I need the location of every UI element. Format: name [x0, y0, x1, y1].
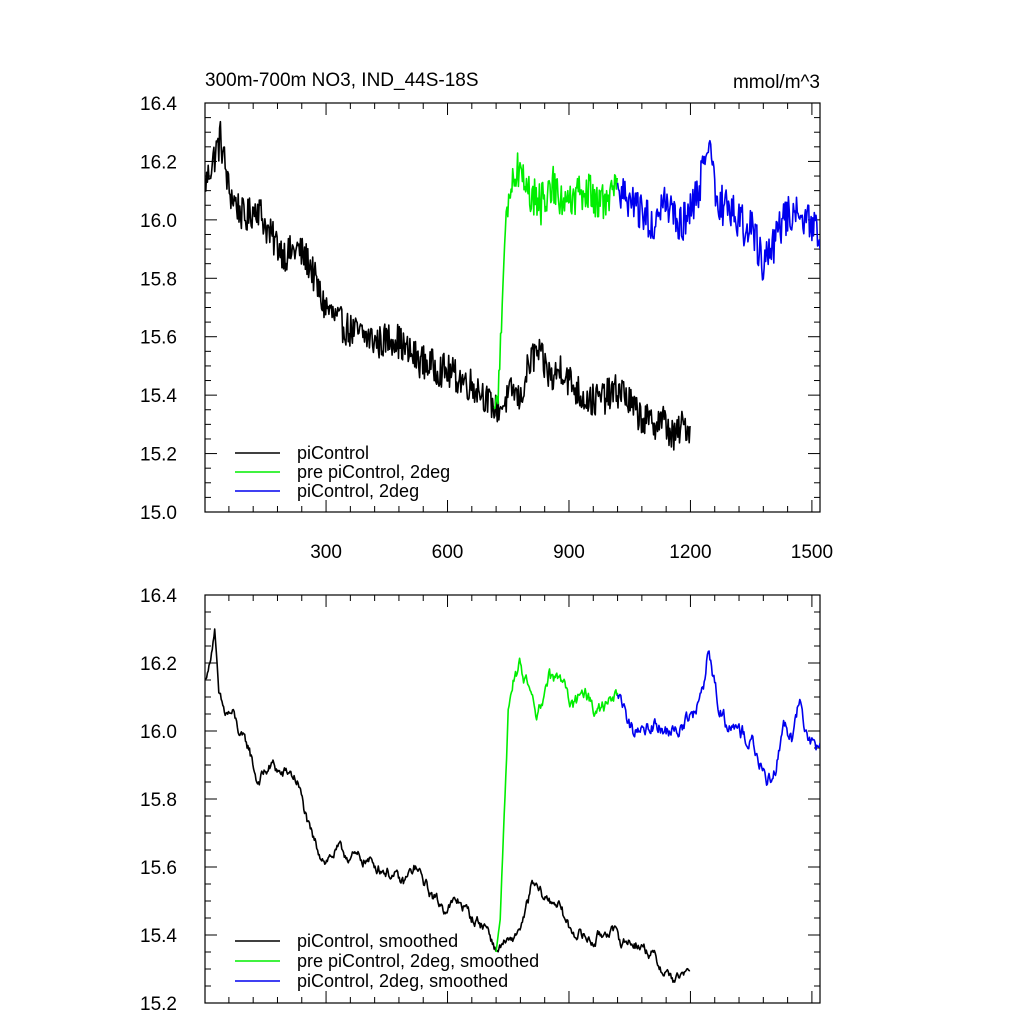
top-panel: 300m-700m NO3, IND_44S-18S mmol/m^3 15.0…	[140, 70, 833, 563]
y-tick-label: 15.2	[140, 994, 177, 1015]
y-tick-label: 16.2	[140, 152, 177, 173]
y-tick-label: 15.2	[140, 445, 177, 466]
y-tick-label: 16.4	[140, 586, 177, 607]
chart-units: mmol/m^3	[733, 72, 820, 93]
y-tick-label: 16.2	[140, 654, 177, 675]
legend-label: pre piControl, 2deg, smoothed	[297, 951, 539, 971]
series-line-1	[205, 120, 691, 451]
y-tick-label: 15.8	[140, 269, 177, 290]
y-tick-label: 15.8	[140, 790, 177, 811]
series-line-2	[495, 657, 619, 953]
series-line-1	[205, 628, 691, 984]
bottom-panel: 15.2 15.4 15.6 15.8 16.0 16.2 16.4 piControl, s…	[140, 586, 821, 1015]
legend-label: pre piControl, 2deg	[297, 462, 450, 482]
series-line-2	[493, 152, 618, 410]
y-tick-label: 15.6	[140, 858, 177, 879]
x-tick-label: 300	[310, 542, 342, 563]
legend-label: piControl	[297, 443, 369, 463]
x-tick-label: 900	[553, 542, 585, 563]
y-tick-label: 16.0	[140, 211, 177, 232]
legend-label: piControl, 2deg	[297, 481, 419, 501]
x-tick-label: 1500	[791, 542, 833, 563]
y-tick-label: 15.0	[140, 503, 177, 524]
y-tick-label: 15.4	[140, 926, 177, 947]
chart-title: 300m-700m NO3, IND_44S-18S	[205, 70, 479, 91]
y-tick-label: 15.4	[140, 386, 177, 407]
x-tick-label: 1200	[669, 542, 711, 563]
series-line-3	[616, 139, 820, 281]
legend-label: piControl, smoothed	[297, 931, 458, 951]
y-tick-label: 16.4	[140, 94, 177, 115]
x-tick-label: 600	[432, 542, 464, 563]
legend-label: piControl, 2deg, smoothed	[297, 971, 508, 991]
y-tick-label: 15.6	[140, 328, 177, 349]
series-line-3	[616, 650, 820, 787]
y-tick-label: 16.0	[140, 722, 177, 743]
